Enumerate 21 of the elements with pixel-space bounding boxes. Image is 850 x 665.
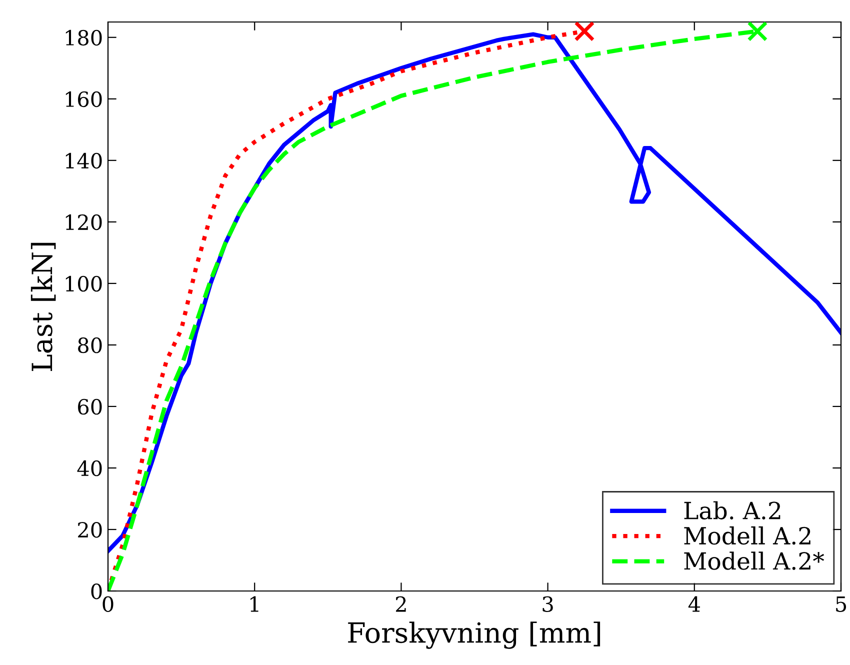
y-tick-label: 140 xyxy=(66,152,102,169)
y-tick-label: 40 xyxy=(77,460,102,476)
y-tick-label: 180 xyxy=(66,30,102,46)
y-tick-label: 60 xyxy=(78,398,102,415)
x-tick-label: 0 xyxy=(102,596,114,612)
y-axis-title: Last [kN] xyxy=(30,242,56,371)
x-tick-label: 5 xyxy=(836,596,846,612)
y-tick-label: 80 xyxy=(78,337,102,354)
y-tick-label: 120 xyxy=(66,214,102,230)
x-tick-label: 3 xyxy=(542,596,553,612)
legend-label: Modell A.2 xyxy=(684,526,810,545)
y-tick-label: 0 xyxy=(91,583,102,600)
x-axis-title: Forskyvning [mm] xyxy=(348,622,600,649)
x-tick-label: 2 xyxy=(396,596,406,612)
y-tick-label: 160 xyxy=(66,91,102,108)
y-tick-label: 100 xyxy=(66,276,102,292)
x-tick-label: 1 xyxy=(250,596,258,612)
x-tick-label: 4 xyxy=(688,596,700,612)
legend-label: Lab. A.2 xyxy=(684,501,780,520)
legend-label: Modell A.2* xyxy=(684,552,824,570)
y-tick-label: 20 xyxy=(78,522,102,538)
